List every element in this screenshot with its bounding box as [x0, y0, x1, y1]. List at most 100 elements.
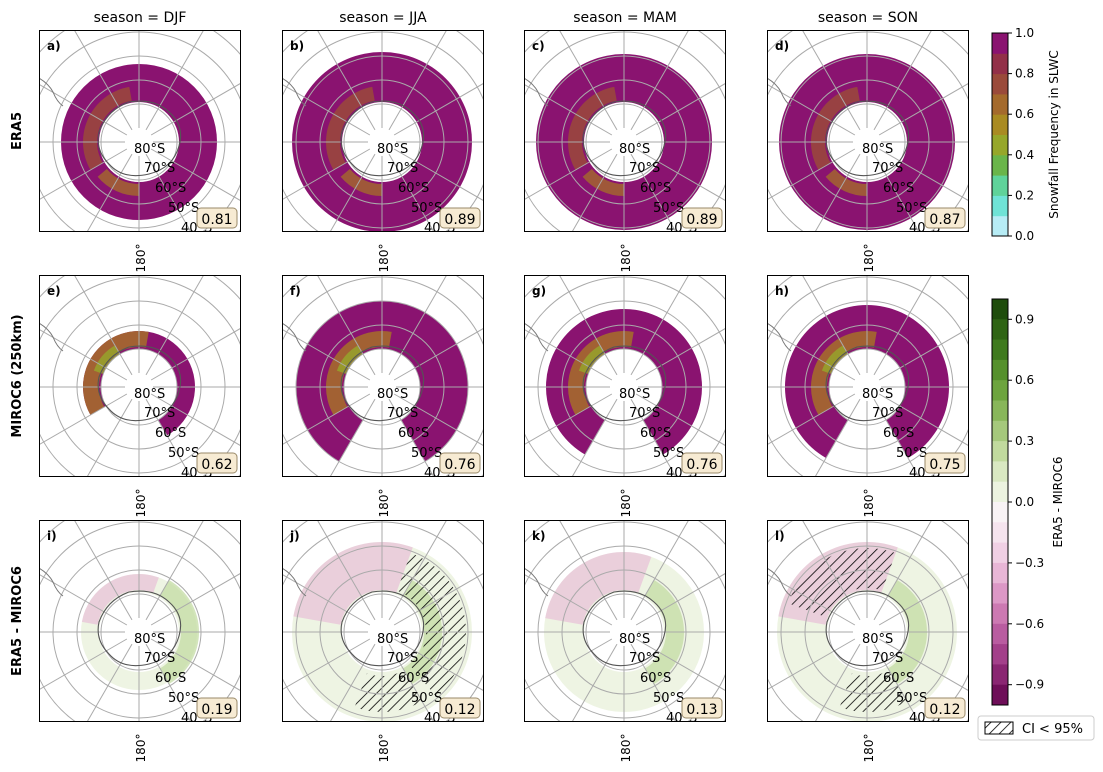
panel-frame — [767, 30, 969, 232]
longitude-label: 180° — [619, 489, 633, 518]
meridian-gridline — [388, 153, 435, 232]
colorbar-segment — [992, 359, 1008, 381]
colorbar-frame — [991, 32, 1009, 237]
legend-hatch-swatch — [984, 721, 1014, 735]
coastline — [282, 567, 307, 597]
latitude-label: 60°S — [883, 426, 914, 441]
meridian-gridline — [767, 83, 856, 136]
latitude-label: 80°S — [377, 142, 408, 157]
meridian-gridline — [558, 520, 618, 621]
latitude-label: 70°S — [872, 161, 903, 176]
meridian-gridline — [873, 153, 920, 232]
score-box — [681, 697, 723, 719]
colorbar-label: ERA5 - MIROC6 — [1051, 457, 1065, 548]
legend-label: CI < 95% — [1022, 722, 1083, 737]
meridian-gridline — [630, 30, 690, 131]
map-panel: 80°S 70°S 60°S 50°S 40°S e) 0.62 180° — [39, 275, 241, 517]
data-field — [292, 52, 472, 232]
colorbar-segment — [992, 481, 1008, 503]
latitude-label: 60°S — [155, 181, 186, 196]
coastline — [39, 567, 64, 597]
panel-label: i) — [47, 529, 57, 543]
colorbar-segment — [992, 522, 1008, 544]
meridian-gridline — [282, 148, 371, 201]
data-field — [340, 168, 382, 196]
panel-label: l) — [775, 529, 785, 543]
latitude-label: 50°S — [168, 446, 199, 461]
panel-frame — [39, 30, 241, 232]
score-box — [439, 452, 481, 474]
data-field — [293, 542, 413, 625]
meridian-gridline — [630, 520, 690, 621]
meridian-gridline — [814, 643, 861, 722]
latitude-label: 50°S — [168, 201, 199, 216]
longitude-label: 180° — [134, 244, 148, 273]
data-field — [93, 345, 120, 375]
column-title: season = SON — [818, 10, 918, 26]
data-field — [83, 86, 132, 170]
score-box — [196, 697, 238, 719]
score-box — [196, 452, 238, 474]
colorbar-tick-label: 0.8 — [1015, 67, 1034, 81]
colorbar-tick-label: 0.4 — [1015, 148, 1034, 162]
colorbar-segment — [992, 603, 1008, 625]
longitude-label: 180° — [862, 489, 876, 518]
significance-hatch — [839, 670, 907, 712]
row-title: MIROC6 (250km) — [10, 314, 25, 437]
column-title: season = MAM — [573, 10, 677, 26]
meridian-gridline — [39, 83, 128, 136]
meridian-gridline — [635, 82, 726, 136]
latitude-label: 60°S — [640, 181, 671, 196]
meridian-gridline — [282, 573, 371, 626]
score-value: 0.87 — [929, 212, 960, 228]
colorbar-tick-label: 0.6 — [1015, 373, 1034, 387]
panel-frame — [767, 275, 969, 477]
colorbar-segment — [992, 684, 1008, 706]
meridian-gridline — [73, 520, 133, 621]
meridian-gridline — [39, 638, 128, 691]
coastline — [282, 77, 307, 107]
coastline — [39, 77, 64, 107]
meridian-gridline — [329, 643, 376, 722]
meridian-gridline — [524, 83, 613, 136]
map-panel: 80°S 70°S 60°S 50°S 40°S h) 0.75 180° — [767, 275, 969, 518]
colorbar-label: Snowfall Frequency in SLWC — [1047, 50, 1061, 218]
data-field — [785, 305, 949, 459]
latitude-label: 80°S — [862, 142, 893, 157]
latitude-label: 70°S — [144, 651, 175, 666]
meridian-gridline — [873, 643, 920, 722]
coastline — [97, 100, 182, 177]
meridian-gridline — [524, 638, 613, 691]
map-panel: 80°S 70°S 60°S 50°S 40°S l) 0.12 180° — [767, 520, 969, 762]
latitude-label: 40°S — [909, 221, 940, 236]
latitude-label: 70°S — [387, 161, 418, 176]
colorbar-segment — [992, 461, 1008, 483]
meridian-gridline — [635, 638, 726, 692]
latitude-label: 80°S — [377, 632, 408, 647]
latitude-label: 60°S — [640, 426, 671, 441]
meridian-gridline — [814, 153, 861, 232]
colorbar-tick-label: 0.2 — [1015, 188, 1034, 202]
meridian-gridline — [282, 83, 371, 136]
meridian-gridline — [878, 327, 969, 381]
meridian-gridline — [630, 275, 690, 376]
latitude-label: 50°S — [411, 691, 442, 706]
meridian-gridline — [873, 275, 933, 376]
score-value: 0.75 — [929, 457, 960, 473]
panel-frame — [282, 30, 484, 232]
colorbar-segment — [992, 93, 1008, 115]
score-box — [439, 697, 481, 719]
coastline — [524, 77, 549, 107]
colorbar-tick-label: 0.6 — [1015, 107, 1034, 121]
meridian-gridline — [878, 572, 969, 626]
meridian-gridline — [814, 398, 861, 477]
meridian-gridline — [524, 328, 613, 381]
latitude-label: 80°S — [862, 387, 893, 402]
meridian-gridline — [145, 398, 192, 477]
colorbar-segment — [992, 623, 1008, 645]
data-field — [811, 86, 860, 170]
colorbar-segment — [992, 215, 1008, 237]
score-value: 0.12 — [444, 702, 475, 718]
